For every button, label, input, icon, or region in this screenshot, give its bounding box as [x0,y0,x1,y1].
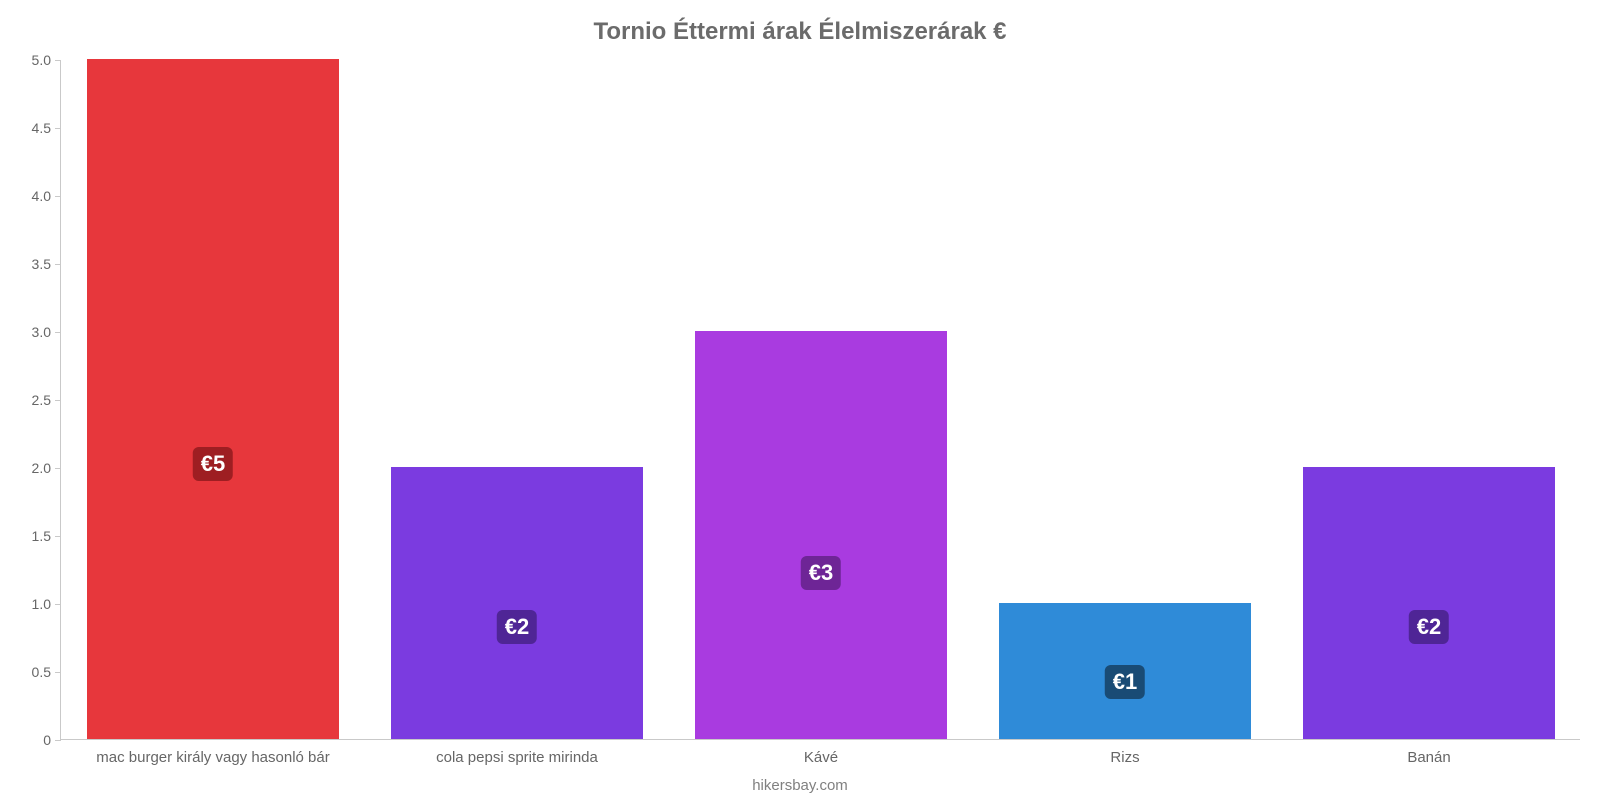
bar: €2 [391,467,643,739]
y-tick-label: 0 [43,732,61,748]
bars-container: €5mac burger király vagy hasonló bár€2co… [61,60,1580,739]
y-tick-label: 3.0 [32,324,61,340]
chart-credit: hikersbay.com [0,777,1600,794]
x-tick-label: Banán [1407,749,1450,766]
y-tick-label: 2.0 [32,460,61,476]
y-tick-label: 0.5 [32,664,61,680]
chart-title: Tornio Éttermi árak Élelmiszerárak € [0,18,1600,46]
bar-slot: €2cola pepsi sprite mirinda [365,60,669,739]
y-tick-label: 2.5 [32,392,61,408]
bar: €1 [999,603,1251,739]
x-tick-label: mac burger király vagy hasonló bár [96,749,329,766]
bar: €2 [1303,467,1555,739]
bar-slot: €5mac burger király vagy hasonló bár [61,60,365,739]
plot-area: €5mac burger király vagy hasonló bár€2co… [60,60,1580,740]
bar-slot: €1Rizs [973,60,1277,739]
y-tick-label: 1.5 [32,528,61,544]
y-tick-label: 1.0 [32,596,61,612]
bar-value-label: €2 [1409,610,1449,644]
y-tick-label: 4.0 [32,188,61,204]
bar-value-label: €2 [497,610,537,644]
bar-value-label: €1 [1105,665,1145,699]
x-tick-label: Kávé [804,749,838,766]
y-tick-label: 3.5 [32,256,61,272]
price-bar-chart: Tornio Éttermi árak Élelmiszerárak € €5m… [0,0,1600,800]
bar-value-label: €3 [801,556,841,590]
bar-slot: €3Kávé [669,60,973,739]
x-tick-label: Rizs [1110,749,1139,766]
bar: €5 [87,59,339,739]
bar: €3 [695,331,947,739]
bar-value-label: €5 [193,447,233,481]
x-tick-label: cola pepsi sprite mirinda [436,749,598,766]
bar-slot: €2Banán [1277,60,1581,739]
y-tick-label: 4.5 [32,120,61,136]
y-tick-label: 5.0 [32,52,61,68]
